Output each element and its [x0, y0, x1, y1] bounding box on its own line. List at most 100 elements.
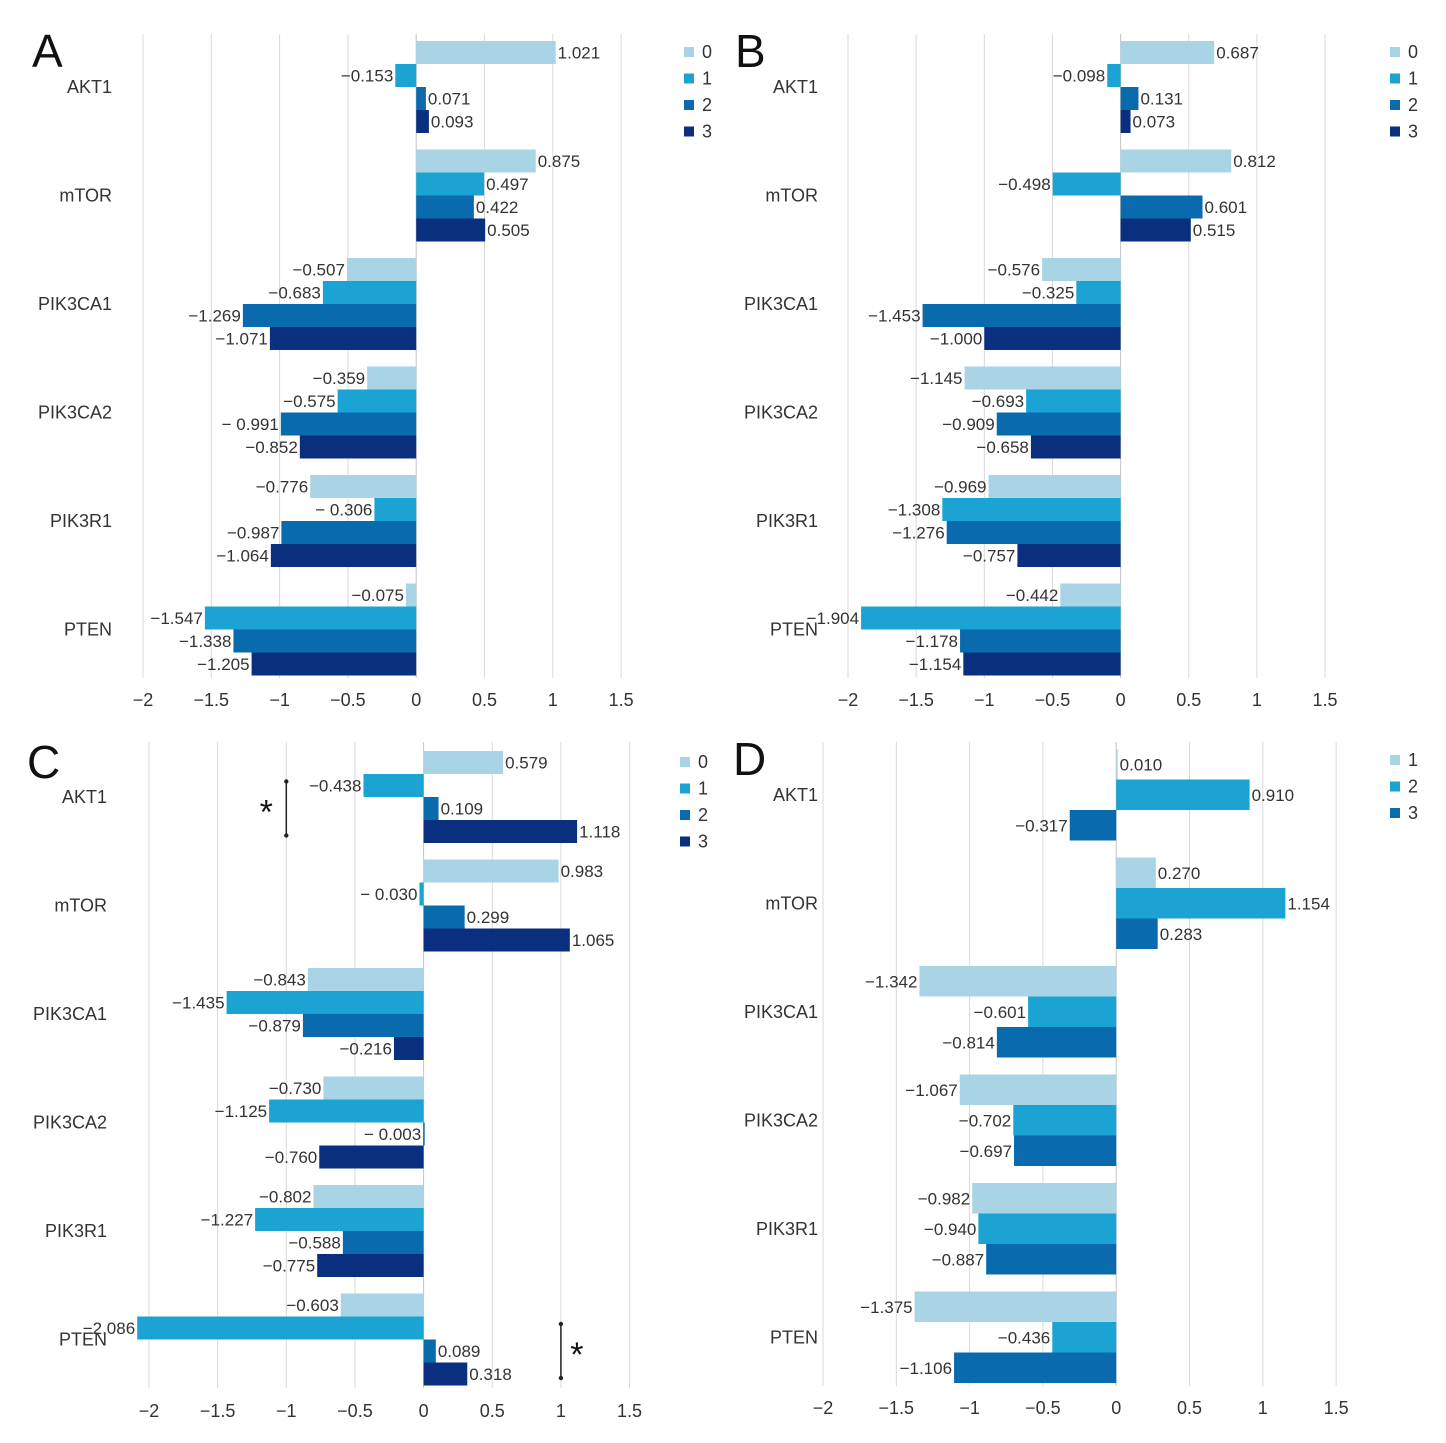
x-tick-label: 0: [1116, 690, 1126, 710]
bar: [1116, 749, 1118, 780]
panel-letter: D: [733, 733, 766, 785]
legend-swatch: [1390, 73, 1400, 84]
bar: [363, 774, 424, 797]
data-label: 0.071: [428, 90, 471, 109]
bar: [1069, 810, 1117, 841]
data-label: 0.983: [561, 862, 604, 881]
bar: [322, 281, 417, 304]
data-label: 0.687: [1216, 44, 1259, 63]
x-tick-label: −1.5: [879, 1398, 915, 1418]
legend-label: 2: [702, 95, 712, 115]
bar: [302, 1014, 424, 1037]
legend-swatch: [680, 783, 690, 794]
bar: [988, 475, 1121, 498]
x-tick-label: −1: [269, 690, 290, 710]
legend-swatch: [684, 100, 694, 110]
x-tick-label: −2: [838, 690, 859, 710]
x-tick-label: 0: [411, 690, 421, 710]
bar: [416, 195, 474, 219]
data-label: −0.325: [1022, 284, 1074, 303]
data-label: −0.603: [286, 1296, 338, 1315]
category-label: PIK3R1: [45, 1221, 107, 1241]
data-label: 0.299: [467, 908, 510, 927]
data-label: 0.073: [1133, 113, 1176, 132]
category-label: mTOR: [54, 896, 107, 916]
data-label: 0.093: [431, 113, 474, 132]
x-tick-label: 1.5: [617, 1401, 642, 1421]
category-label: PIK3CA2: [33, 1113, 107, 1133]
bar: [423, 1362, 468, 1386]
data-label: −0.683: [268, 284, 320, 303]
bar: [270, 544, 417, 567]
bar: [416, 87, 426, 110]
category-label: PIK3CA2: [744, 1110, 818, 1130]
data-label: −0.098: [1053, 67, 1105, 86]
data-label: −1.067: [905, 1081, 957, 1100]
legend-swatch: [684, 126, 694, 137]
legend-swatch: [1390, 47, 1400, 57]
significance-star: *: [570, 1336, 583, 1374]
x-tick-label: 1.5: [609, 690, 634, 710]
data-label: −0.359: [313, 369, 365, 388]
data-label: −0.317: [1015, 816, 1067, 835]
data-label: −1.308: [888, 501, 940, 520]
category-label: AKT1: [67, 77, 112, 97]
bar: [1116, 888, 1286, 919]
bar: [416, 41, 556, 64]
bar: [964, 366, 1121, 390]
legend-label: 1: [1408, 750, 1418, 770]
bar: [914, 1291, 1117, 1322]
data-label: −0.775: [263, 1257, 315, 1276]
data-label: 1.021: [558, 44, 601, 63]
legend-swatch: [1390, 781, 1400, 792]
bar: [281, 521, 417, 544]
bar: [1014, 1135, 1117, 1166]
x-tick-label: 0.5: [472, 690, 497, 710]
bar: [405, 583, 417, 607]
data-label: −0.153: [341, 67, 393, 86]
bar: [963, 652, 1121, 676]
data-label: −0.730: [269, 1079, 321, 1098]
category-label: PIK3R1: [756, 1219, 818, 1239]
legend-label: 0: [702, 42, 712, 62]
x-tick-label: −1.5: [194, 690, 230, 710]
bar: [242, 304, 417, 327]
bar: [959, 1074, 1117, 1105]
data-label: −0.442: [1006, 586, 1058, 605]
bar: [423, 751, 504, 774]
x-tick-label: −0.5: [1025, 1398, 1061, 1418]
data-label: −0.498: [998, 175, 1050, 194]
bar: [269, 327, 417, 350]
bar: [367, 366, 417, 390]
bracket-end: [284, 779, 289, 784]
bar: [960, 629, 1121, 653]
bar: [251, 652, 417, 676]
data-label: −0.436: [998, 1328, 1050, 1347]
bar: [1120, 110, 1131, 133]
category-label: PIK3CA2: [744, 403, 818, 423]
data-label: −1.205: [197, 655, 249, 674]
bar: [919, 966, 1117, 997]
bar: [226, 991, 424, 1014]
bar: [954, 1352, 1117, 1383]
data-label: −0.843: [253, 971, 305, 990]
bar: [342, 1231, 424, 1254]
x-tick-label: −1: [276, 1401, 297, 1421]
category-label: PTEN: [770, 620, 818, 640]
data-label: −0.887: [932, 1250, 984, 1269]
data-label: 0.283: [1160, 925, 1203, 944]
legend-swatch: [680, 810, 690, 820]
data-label: −1.904: [807, 609, 859, 628]
bar: [1120, 41, 1215, 64]
category-label: mTOR: [765, 893, 818, 913]
data-label: 0.422: [476, 198, 519, 217]
bar: [313, 1185, 424, 1208]
bar: [1017, 544, 1121, 567]
x-tick-label: −1: [974, 690, 995, 710]
bar: [137, 1316, 424, 1340]
data-label: −1.064: [216, 547, 268, 566]
category-label: AKT1: [62, 787, 107, 807]
bar: [1076, 281, 1121, 304]
bar: [1107, 64, 1121, 87]
